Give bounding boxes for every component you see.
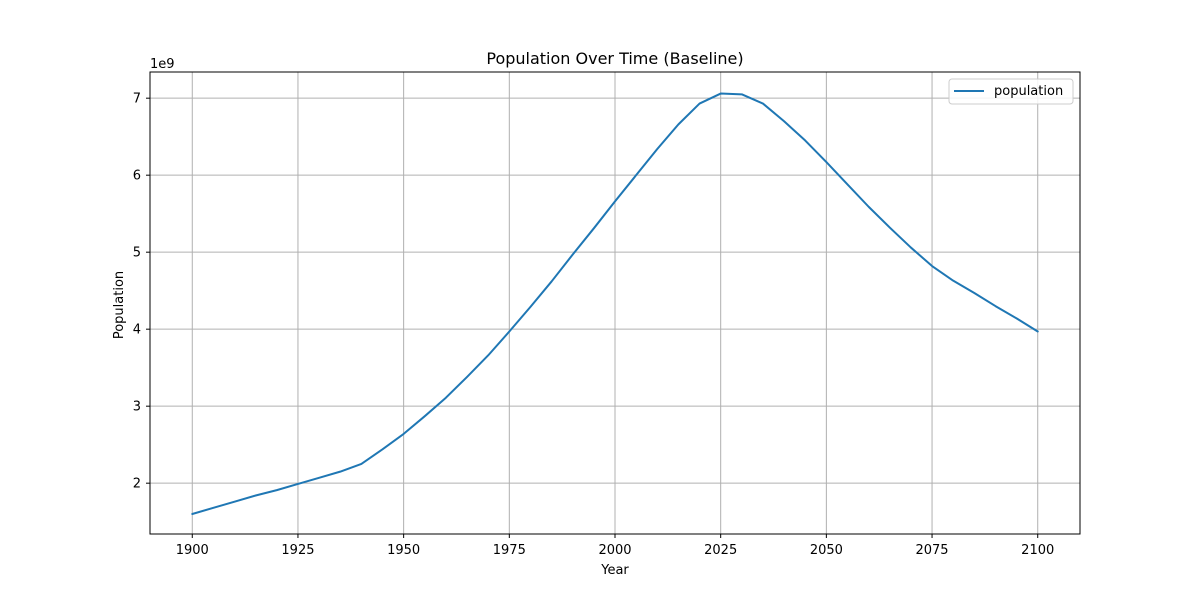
x-tick-label: 1950: [387, 543, 420, 558]
x-tick-label: 2050: [810, 543, 843, 558]
x-tick-label: 2025: [704, 543, 737, 558]
y-axis-label: Population: [112, 271, 127, 339]
y-tick-label: 2: [133, 477, 141, 492]
x-tick-label: 2000: [598, 543, 631, 558]
x-axis-label: Year: [600, 563, 629, 578]
x-tick-label: 1975: [493, 543, 526, 558]
y-tick-label: 7: [133, 92, 141, 107]
legend-label: population: [994, 84, 1063, 99]
y-tick-label: 3: [133, 400, 141, 415]
x-tick-label: 2075: [915, 543, 948, 558]
grid-layer: [150, 72, 1080, 534]
series-line-population: [191, 92, 1039, 515]
x-tick-label: 1925: [281, 543, 314, 558]
line-layer: [191, 92, 1039, 515]
x-tick-label: 1900: [176, 543, 209, 558]
y-tick-label: 5: [133, 246, 141, 261]
x-tick-label: 2100: [1021, 543, 1054, 558]
legend: population: [948, 78, 1074, 105]
y-axis-offset-text: 1e9: [150, 57, 175, 72]
y-tick-label: 4: [133, 323, 141, 338]
legend-frame: [948, 78, 1074, 105]
tick-layer: 1900 1925 1950 1975 2000 2025 2050 2075 2100 2 3 4 5…: [133, 92, 1055, 558]
chart-title: Population Over Time (Baseline): [486, 49, 743, 68]
y-tick-label: 6: [133, 169, 141, 184]
